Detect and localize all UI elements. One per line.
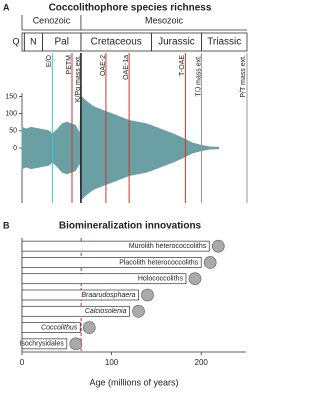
bar-label: Murolith heterococcoliths (129, 243, 207, 250)
bar-label: Isochrysidales (19, 341, 64, 348)
bar (21, 289, 139, 301)
figure: A Coccolithophore species richness B Bio… (3, 2, 248, 387)
x-tick-label: 100 (105, 358, 119, 367)
era-label: Mesozoic (145, 15, 184, 25)
panel-label: B (3, 220, 10, 230)
bar-label: Calciosolenia (85, 308, 127, 315)
icon (132, 304, 145, 318)
event-label: OAE-1a (123, 55, 130, 80)
bar-label: Holococcoliths (138, 276, 184, 283)
event-label: E/O (46, 54, 53, 67)
period-label: Cretaceous (91, 37, 142, 48)
richness-area (21, 95, 219, 149)
chart-title: Coccolithophore species richness (49, 3, 212, 14)
bar (21, 240, 210, 252)
event-label: T/J mass ext. (195, 55, 202, 97)
bar-label: Braarudosphaera (81, 292, 135, 299)
period-label: Pal (55, 37, 69, 48)
bar (21, 257, 202, 268)
bar (21, 305, 130, 317)
era-label: Cenozoic (33, 15, 71, 25)
panel-label: A (3, 2, 10, 12)
y-tick-label: 50 (9, 128, 17, 135)
period-label: Q (12, 36, 19, 46)
bar (21, 338, 68, 350)
y-tick-label: 100 (5, 110, 17, 117)
period-label: Jurassic (158, 37, 195, 48)
event-label: OAE-2 (100, 55, 107, 76)
period-label: N (30, 36, 37, 46)
chart-title: Biomineralization innovations (59, 221, 202, 232)
y-tick-label: 0 (13, 145, 17, 152)
event-label: T-OAE (179, 55, 186, 76)
icon (82, 321, 96, 334)
icon (188, 272, 202, 286)
x-tick-label: 0 (20, 358, 25, 367)
icon (69, 337, 83, 351)
event-label: P/T mass ext. (240, 55, 247, 98)
x-tick-label: 200 (195, 358, 209, 367)
bar-label: Placolith heterococcoliths (119, 259, 198, 266)
period-label: Triassic (207, 37, 241, 48)
period-box (201, 32, 248, 52)
bar (21, 322, 81, 333)
x-axis-label: Age (millions of years) (89, 377, 178, 387)
bar (21, 273, 187, 285)
event-label: K/Pg mass ext. (75, 55, 82, 102)
y-tick-label: 150 (5, 93, 17, 100)
event-label: PETM (66, 55, 73, 75)
bar-label: Coccolithus (41, 324, 78, 331)
icon (141, 288, 154, 302)
icon (211, 239, 225, 253)
richness-area-mirror (21, 147, 219, 201)
icon (203, 256, 217, 269)
